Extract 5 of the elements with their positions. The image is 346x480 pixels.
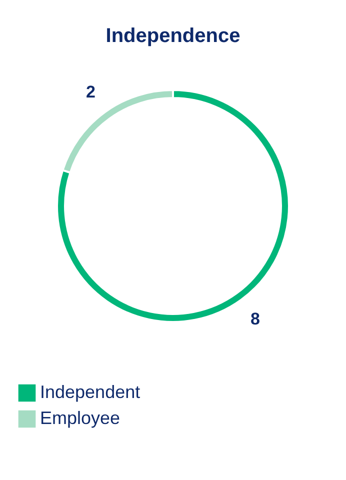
legend-label: Independent — [40, 382, 140, 402]
chart-title: Independence — [106, 25, 240, 47]
data-label: 2 — [86, 82, 96, 102]
legend-label: Employee — [40, 408, 120, 428]
data-label: 8 — [250, 309, 260, 328]
